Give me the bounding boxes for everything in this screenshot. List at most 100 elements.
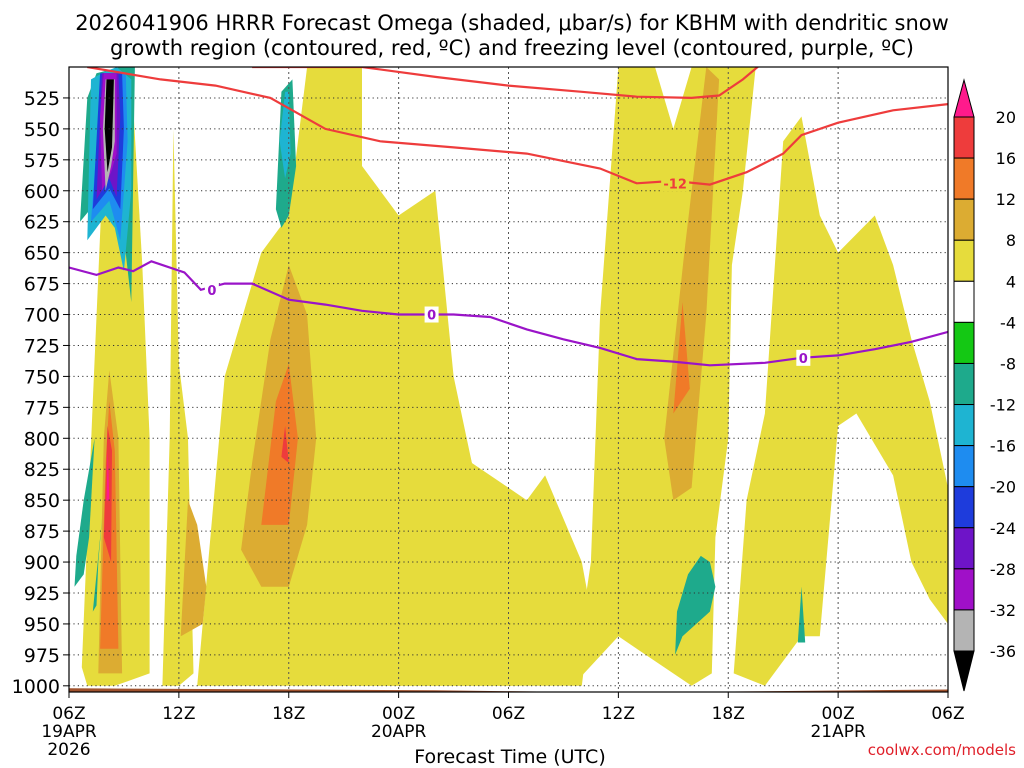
colorbar-box	[953, 280, 975, 323]
colorbar-box	[953, 198, 975, 241]
red-contour-label: -12	[663, 177, 687, 192]
y-tick-label: 650	[24, 243, 60, 265]
purple-label-bg-2	[796, 349, 811, 366]
watermark: coolwx.com/models	[868, 741, 1016, 759]
y-tick-label: 875	[24, 521, 60, 543]
chart-title-line2: growth region (contoured, red, ºC) and f…	[110, 36, 914, 60]
x-tick-label: 12Z	[602, 704, 635, 724]
y-tick-label: 750	[24, 366, 60, 388]
colorbar-box	[953, 568, 975, 611]
omega-region-15	[106, 450, 110, 501]
y-tick-label: 850	[24, 490, 60, 512]
colorbar-box	[953, 157, 975, 200]
x-axis-label: Forecast Time (UTC)	[414, 746, 605, 768]
omega-region-0	[81, 73, 150, 686]
y-axis: 525 550 575 600 625 650 675 700 725 750 775 800 825 8…	[12, 88, 69, 698]
x-tick-label: 20APR	[371, 722, 427, 742]
x-tick-label: 12Z	[162, 704, 195, 724]
y-tick-label: 975	[24, 645, 60, 667]
y-tick-label: 550	[24, 119, 60, 141]
x-tick-label: 06Z	[931, 704, 964, 724]
omega-region-7	[180, 500, 207, 637]
red-label-bg	[661, 175, 690, 192]
colorbar-box	[953, 116, 975, 159]
x-tick-label: 18Z	[272, 704, 305, 724]
colorbar-label: 16	[996, 149, 1016, 168]
colorbar-label: 4	[1006, 272, 1016, 291]
colorbar-box	[953, 527, 975, 570]
x-tick-label: 21APR	[810, 722, 866, 742]
colorbar-label: -32	[990, 601, 1016, 620]
grid-lines	[69, 67, 948, 692]
purple-label-bg-0	[204, 281, 219, 298]
contour-lines: -12 0 0 0	[69, 67, 948, 367]
y-tick-label: 950	[24, 614, 60, 636]
red-contour-0	[87, 67, 948, 186]
y-tick-label: 600	[24, 181, 60, 203]
omega-region-20	[675, 555, 716, 655]
omega-region-3	[325, 388, 518, 686]
colorbar-label: -36	[990, 642, 1016, 661]
colorbar-box	[953, 321, 975, 364]
y-tick-label: 675	[24, 274, 60, 296]
freezing-level-contour	[69, 260, 948, 367]
freezing-level-label: 0	[427, 309, 436, 324]
colorbar-label: -4	[1000, 313, 1016, 332]
colorbar-label: -16	[990, 437, 1016, 456]
colorbar-box	[953, 486, 975, 529]
x-tick-label: 00Z	[382, 704, 415, 724]
terrain-layer	[69, 688, 948, 692]
omega-region-11	[261, 364, 298, 525]
freezing-level-label: 0	[207, 284, 216, 299]
y-tick-label: 800	[24, 428, 60, 450]
y-tick-label: 525	[24, 88, 60, 110]
y-tick-label: 900	[24, 552, 60, 574]
y-tick-label: 925	[24, 583, 60, 605]
omega-region-21	[797, 586, 806, 643]
x-tick-label: 06Z	[52, 704, 85, 724]
colorbar-label: 20	[996, 108, 1016, 127]
omega-region-23	[279, 91, 291, 179]
colorbar-label: -24	[990, 519, 1016, 538]
colorbar-label: 12	[996, 190, 1016, 209]
x-tick-label: 18Z	[712, 704, 745, 724]
colorbar-bottom-arrow	[953, 650, 975, 692]
colorbar-label: -28	[990, 560, 1016, 579]
y-tick-label: 1000	[12, 676, 60, 698]
terrain-strip	[69, 688, 948, 692]
colorbar-label: -20	[990, 478, 1016, 497]
y-tick-label: 700	[24, 305, 60, 327]
x-tick-label: 06Z	[492, 704, 525, 724]
y-tick-label: 625	[24, 212, 60, 234]
x-tick-label: 2026	[47, 740, 90, 760]
colorbar-box	[953, 445, 975, 488]
omega-region-18	[74, 438, 95, 587]
y-tick-label: 775	[24, 397, 60, 419]
omega-region-14	[281, 425, 289, 463]
colorbar-box	[953, 239, 975, 282]
colorbar-label: -8	[1000, 354, 1016, 373]
colorbar-box	[953, 404, 975, 447]
red-contour-1	[252, 67, 760, 100]
y-tick-label: 575	[24, 150, 60, 172]
omega-region-29	[104, 79, 114, 173]
colorbar-box	[953, 609, 975, 652]
x-tick-label: 00Z	[821, 704, 854, 724]
y-tick-label: 725	[24, 335, 60, 357]
omega-region-12	[673, 302, 690, 414]
colorbar-label: -12	[990, 396, 1016, 415]
colorbar-box	[953, 362, 975, 406]
freezing-level-label: 0	[799, 352, 808, 367]
purple-label-bg-1	[424, 306, 439, 323]
x-tick-label: 19APR	[41, 722, 97, 742]
colorbar: 20 16 12 8 4 -4 -8 -12 -16 -20 -24 -28 -32 -36	[953, 78, 1016, 692]
omega-region-5	[733, 116, 948, 686]
colorbar-label: 8	[1006, 231, 1016, 250]
omega-region-17	[92, 518, 102, 612]
chart-title-line1: 2026041906 HRRR Forecast Omega (shaded, …	[75, 11, 949, 35]
omega-shading	[74, 67, 948, 686]
colorbar-top-arrow	[953, 78, 975, 118]
y-tick-label: 825	[24, 459, 60, 481]
